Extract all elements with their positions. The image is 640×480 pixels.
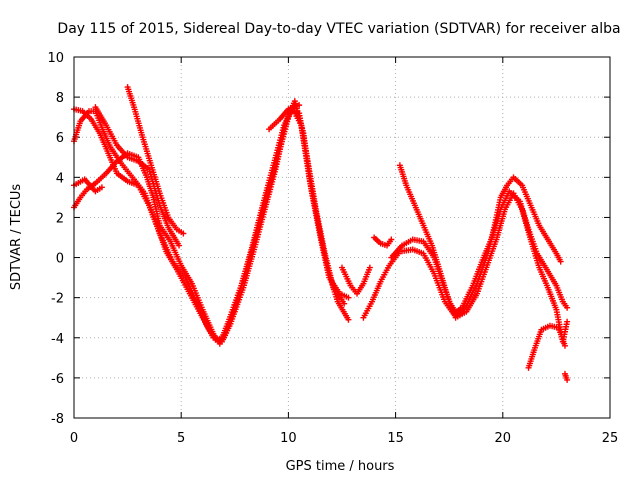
y-tick-label: 0	[56, 252, 64, 267]
y-tick-label: 8	[56, 91, 64, 106]
series-track-h	[339, 264, 373, 297]
y-tick-label: 4	[56, 171, 64, 186]
series-track-c	[71, 106, 348, 343]
series-track-g	[266, 102, 303, 133]
series-track-b	[71, 98, 352, 345]
y-axis-label: SDTVAR / TECUs	[9, 184, 24, 291]
y-tick-label: -4	[51, 332, 64, 347]
data-point	[345, 294, 352, 301]
y-tick-label: 6	[56, 131, 64, 146]
data-points	[71, 84, 571, 383]
y-tick-label: 2	[56, 211, 64, 226]
x-tick-label: 10	[280, 431, 297, 446]
x-tick-label: 15	[387, 431, 404, 446]
x-tick-label: 25	[602, 431, 619, 446]
data-point	[366, 264, 373, 271]
x-tick-label: 20	[495, 431, 512, 446]
plot-frame	[73, 56, 611, 419]
series-track-n	[561, 370, 571, 383]
y-tick-label: -8	[51, 412, 64, 427]
data-point	[345, 316, 352, 323]
data-point	[561, 342, 568, 349]
series-track-i	[371, 234, 395, 249]
x-tick-label: 0	[70, 431, 78, 446]
series-track-m	[525, 322, 568, 371]
series-track-d	[92, 104, 183, 249]
data-point	[564, 304, 571, 311]
series-track-e	[124, 84, 187, 237]
data-point	[180, 230, 187, 237]
data-point	[557, 258, 564, 265]
data-point	[176, 242, 183, 249]
data-point	[296, 102, 303, 109]
x-axis-label: GPS time / hours	[286, 459, 395, 474]
data-point	[341, 300, 348, 307]
data-point	[564, 318, 571, 325]
series-track-a	[71, 106, 352, 347]
data-point	[98, 184, 105, 191]
data-point	[564, 376, 571, 383]
chart-title: Day 115 of 2015, Sidereal Day-to-day VTE…	[57, 21, 620, 37]
y-tick-label: -2	[51, 292, 64, 307]
y-tick-label: -6	[51, 372, 64, 387]
data-point	[388, 236, 395, 243]
series-track-l	[396, 162, 564, 319]
y-tick-label: 10	[47, 51, 64, 66]
x-tick-label: 5	[177, 431, 185, 446]
